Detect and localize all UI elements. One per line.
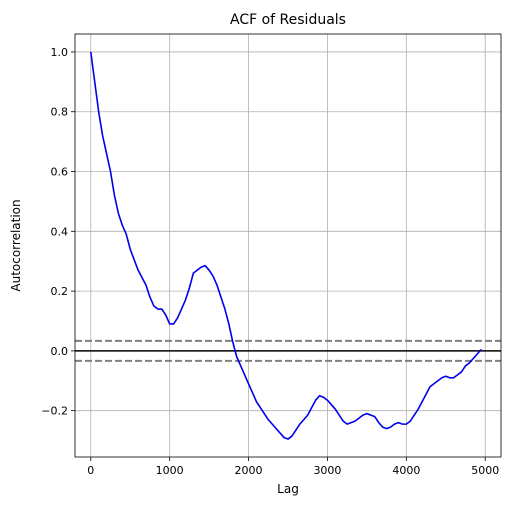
chart-title: ACF of Residuals (230, 12, 346, 28)
x-tick-label: 4000 (392, 464, 420, 477)
x-tick-label: 2000 (235, 464, 263, 477)
grid (75, 34, 501, 457)
y-tick-label: −0.2 (41, 405, 68, 418)
x-axis-ticks: 0 1000 2000 3000 4000 5000 (87, 457, 499, 477)
x-tick-label: 5000 (471, 464, 499, 477)
x-axis-label: Lag (277, 482, 299, 496)
y-tick-label: 0.8 (51, 106, 69, 119)
x-tick-label: 0 (87, 464, 94, 477)
y-tick-label: 0.2 (51, 285, 69, 298)
plot-frame (74, 33, 502, 458)
series-group (89, 51, 482, 440)
y-tick-label: 0.0 (51, 345, 69, 358)
y-axis-ticks: −0.2 0.0 0.2 0.4 0.6 0.8 1.0 (41, 46, 75, 418)
y-tick-label: 0.4 (51, 225, 69, 238)
y-axis-label: Autocorrelation (9, 199, 23, 291)
reference-lines (75, 339, 501, 362)
y-tick-label: 1.0 (51, 46, 69, 59)
x-tick-label: 3000 (313, 464, 341, 477)
acf-series-line (89, 51, 482, 440)
y-tick-label: 0.6 (51, 166, 69, 179)
x-tick-label: 1000 (156, 464, 184, 477)
